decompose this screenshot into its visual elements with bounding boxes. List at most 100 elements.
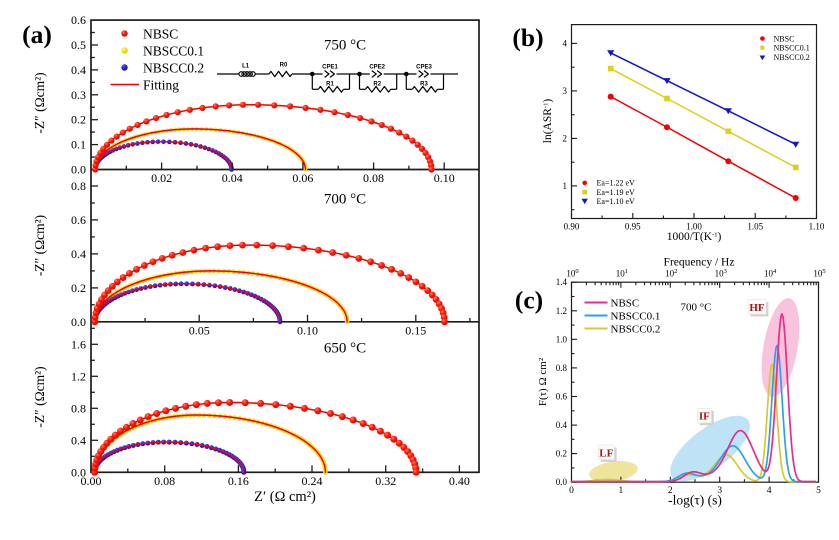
svg-text:-log(τ) (s): -log(τ) (s) — [668, 493, 722, 508]
svg-text:4: 4 — [767, 486, 772, 496]
svg-text:NBSCC0.2: NBSCC0.2 — [774, 53, 810, 62]
svg-text:1.6: 1.6 — [71, 337, 86, 351]
svg-text:1.2: 1.2 — [556, 306, 567, 316]
svg-text:Ea=1.10 eV: Ea=1.10 eV — [597, 197, 636, 206]
svg-text:(c): (c) — [515, 286, 543, 315]
svg-text:0.8: 0.8 — [556, 363, 568, 373]
svg-text:F(τ) Ω cm²: F(τ) Ω cm² — [537, 357, 549, 406]
svg-text:3: 3 — [563, 86, 568, 96]
svg-text:-Z″ (Ωcm²): -Z″ (Ωcm²) — [32, 215, 47, 276]
svg-text:0.2: 0.2 — [71, 281, 86, 295]
svg-text:NBSCC0.1: NBSCC0.1 — [143, 44, 204, 59]
svg-text:1000/T(K-1): 1000/T(K-1) — [667, 231, 722, 243]
svg-text:0.6: 0.6 — [556, 391, 568, 401]
svg-text:-Z″ (Ωcm²): -Z″ (Ωcm²) — [32, 72, 47, 133]
svg-text:R3: R3 — [420, 82, 428, 88]
svg-text:0.16: 0.16 — [228, 474, 249, 488]
svg-text:100: 100 — [566, 268, 578, 279]
svg-text:0.5: 0.5 — [71, 38, 86, 52]
svg-text:1.05: 1.05 — [747, 222, 763, 232]
svg-text:NBSCC0.1: NBSCC0.1 — [611, 311, 661, 323]
svg-text:Z′ (Ω cm²): Z′ (Ω cm²) — [254, 489, 316, 505]
svg-text:700 °C: 700 °C — [324, 192, 366, 208]
svg-text:0.15: 0.15 — [405, 323, 426, 337]
svg-text:1: 1 — [563, 181, 568, 191]
svg-text:104: 104 — [764, 268, 777, 279]
svg-text:0.2: 0.2 — [556, 449, 567, 459]
svg-text:700 °C: 700 °C — [681, 302, 712, 314]
svg-text:0.4: 0.4 — [71, 433, 86, 447]
svg-text:IF: IF — [699, 411, 710, 423]
svg-text:NBSC: NBSC — [774, 34, 795, 43]
svg-text:105: 105 — [813, 268, 825, 279]
svg-text:0.04: 0.04 — [222, 171, 243, 185]
svg-text:0.4: 0.4 — [71, 63, 86, 77]
svg-text:0.00: 0.00 — [81, 474, 102, 488]
svg-text:0.10: 0.10 — [297, 323, 318, 337]
svg-text:Ea=1.22 eV: Ea=1.22 eV — [597, 179, 636, 188]
svg-text:101: 101 — [616, 268, 628, 279]
svg-text:0: 0 — [569, 486, 574, 496]
svg-text:NBSC: NBSC — [611, 298, 640, 310]
svg-text:0.0: 0.0 — [71, 163, 86, 177]
svg-text:1.10: 1.10 — [809, 222, 825, 232]
svg-text:Fitting: Fitting — [143, 78, 179, 93]
svg-text:0.40: 0.40 — [449, 474, 470, 488]
svg-text:0.90: 0.90 — [564, 222, 580, 232]
svg-text:0.6: 0.6 — [71, 213, 86, 227]
svg-text:3: 3 — [717, 486, 722, 496]
svg-text:0.08: 0.08 — [154, 474, 175, 488]
svg-text:750 °C: 750 °C — [324, 38, 366, 54]
svg-text:CPE3: CPE3 — [416, 65, 432, 71]
svg-text:NBSCC0.2: NBSCC0.2 — [143, 61, 204, 76]
svg-text:CPE1: CPE1 — [322, 65, 338, 71]
svg-text:-Z″ (Ωcm²): -Z″ (Ωcm²) — [32, 366, 47, 427]
svg-text:0.10: 0.10 — [434, 171, 455, 185]
svg-text:0.8: 0.8 — [71, 401, 86, 415]
svg-text:NBSCC0.2: NBSCC0.2 — [611, 324, 661, 336]
svg-text:0.05: 0.05 — [189, 323, 210, 337]
svg-text:Frequency / Hz: Frequency / Hz — [664, 257, 735, 269]
svg-text:2: 2 — [563, 133, 568, 143]
svg-text:Ea=1.19 eV: Ea=1.19 eV — [597, 188, 636, 197]
svg-text:0.0: 0.0 — [556, 477, 568, 487]
svg-text:0.4: 0.4 — [556, 420, 568, 430]
svg-text:0.1: 0.1 — [71, 138, 86, 152]
svg-text:CPE2: CPE2 — [369, 65, 385, 71]
svg-text:1: 1 — [619, 486, 624, 496]
svg-text:0.0: 0.0 — [71, 315, 86, 329]
svg-text:5: 5 — [816, 486, 821, 496]
svg-text:NBSCC0.1: NBSCC0.1 — [774, 44, 810, 53]
svg-text:(a): (a) — [22, 20, 52, 49]
svg-text:1.0: 1.0 — [556, 334, 568, 344]
svg-text:LF: LF — [599, 447, 613, 459]
svg-text:2: 2 — [668, 486, 673, 496]
svg-text:0.2: 0.2 — [71, 113, 86, 127]
svg-text:0.8: 0.8 — [71, 179, 86, 193]
svg-text:ln(ASR-1): ln(ASR-1) — [542, 99, 554, 144]
svg-text:R0: R0 — [280, 63, 288, 69]
svg-text:0.4: 0.4 — [71, 247, 86, 261]
svg-text:L1: L1 — [242, 64, 250, 70]
svg-text:0.3: 0.3 — [71, 88, 86, 102]
svg-text:R2: R2 — [373, 82, 381, 88]
svg-text:0.24: 0.24 — [302, 474, 323, 488]
svg-text:0.08: 0.08 — [363, 171, 384, 185]
svg-text:NBSC: NBSC — [143, 27, 178, 42]
svg-text:R1: R1 — [326, 82, 334, 88]
svg-text:1.00: 1.00 — [686, 222, 702, 232]
svg-text:1.4: 1.4 — [556, 277, 568, 287]
svg-text:0.06: 0.06 — [292, 171, 313, 185]
svg-text:0.95: 0.95 — [625, 222, 641, 232]
svg-text:102: 102 — [665, 268, 677, 279]
svg-text:103: 103 — [715, 268, 727, 279]
svg-text:0.6: 0.6 — [71, 13, 86, 27]
svg-text:(b): (b) — [512, 23, 543, 52]
svg-text:0.0: 0.0 — [71, 465, 86, 479]
svg-text:0.32: 0.32 — [375, 474, 396, 488]
svg-text:1.2: 1.2 — [71, 369, 86, 383]
svg-text:0.02: 0.02 — [151, 171, 172, 185]
svg-text:4: 4 — [563, 38, 568, 48]
svg-text:650 °C: 650 °C — [324, 341, 366, 357]
svg-text:HF: HF — [749, 302, 765, 314]
